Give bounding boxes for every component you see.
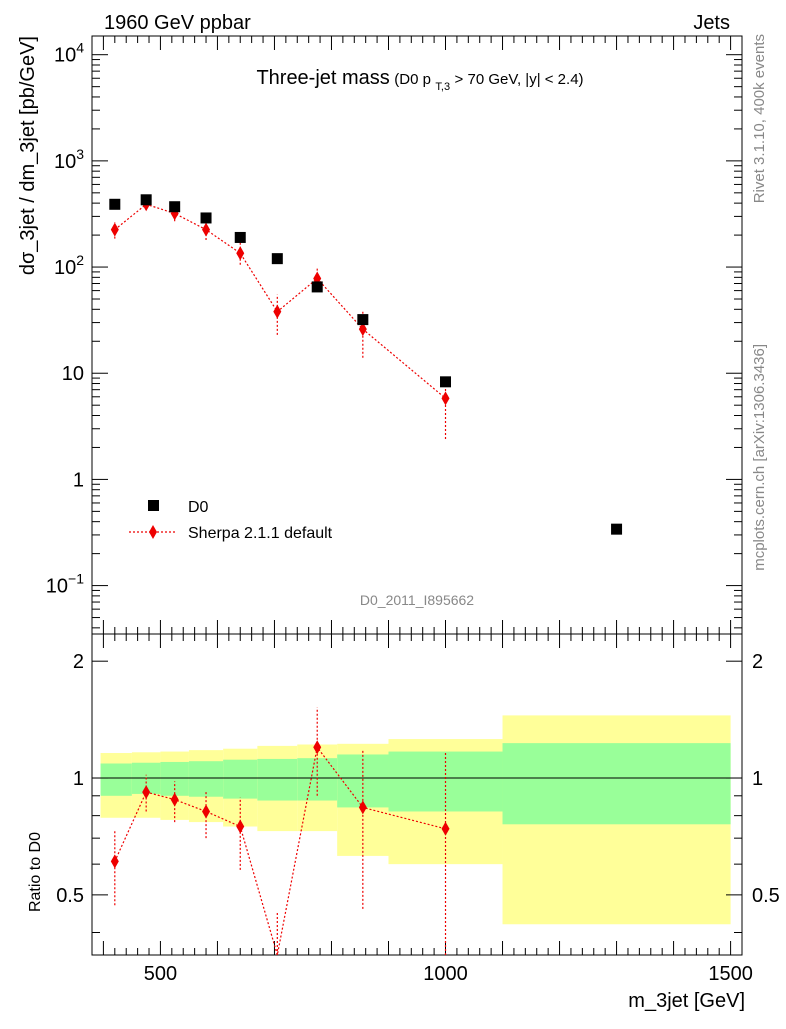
ratio-uncertainty-bands	[100, 715, 731, 925]
band-inner-9	[502, 743, 731, 825]
x-axis-title: m_3jet [GeV]	[628, 990, 745, 1012]
y-tick-label-main: 10	[62, 363, 84, 385]
rivet-version-label: Rivet 3.1.10, 400k events	[751, 34, 768, 203]
mc-main-point	[358, 322, 367, 337]
data-main-point	[169, 201, 181, 213]
band-inner-2	[160, 761, 189, 796]
ratio-panel-frame	[91, 633, 743, 956]
y-tick-label-main: 102	[54, 252, 84, 279]
y-tick-label-main: 1	[73, 469, 84, 491]
main-panel-frame	[91, 35, 743, 635]
band-inner-3	[188, 761, 224, 797]
data-main-point	[611, 523, 623, 535]
y-tick-label-ratio-left: 0.5	[56, 885, 84, 907]
mc-main-point	[273, 304, 282, 319]
data-main-point	[234, 231, 246, 243]
data-main-point	[140, 194, 152, 206]
x-tick-label: 1000	[423, 963, 468, 985]
process-label: Jets	[693, 12, 730, 34]
x-tick-label: 500	[144, 963, 177, 985]
legend-data-marker	[148, 500, 159, 511]
mc-main-point	[441, 391, 450, 406]
mc-ratio-point	[202, 804, 211, 819]
legend-data-label: D0	[188, 499, 209, 516]
mc-ratio-point	[441, 821, 450, 836]
y-tick-label-main: 104	[54, 40, 84, 67]
y-tick-label-main: 10−1	[46, 571, 84, 598]
mc-ratio-point	[313, 740, 322, 755]
plot-title: Three-jet mass (D0 p T,3 > 70 GeV, |y| <…	[256, 67, 583, 94]
y-tick-label-ratio-right: 2	[752, 651, 763, 673]
mc-main-point	[236, 246, 245, 261]
mc-ratio-point	[110, 854, 119, 869]
analysis-id-label: D0_2011_I895662	[360, 592, 474, 608]
band-inner-4	[223, 759, 258, 799]
ratio-y-axis-title: Ratio to D0	[27, 832, 44, 912]
band-inner-0	[100, 763, 132, 796]
mc-main-point	[110, 222, 119, 237]
band-inner-5	[257, 758, 298, 801]
mc-ratio-point	[358, 800, 367, 815]
data-main-point	[200, 212, 212, 224]
mc-ratio-point	[236, 819, 245, 834]
data-marks	[109, 194, 623, 956]
mc-ratio-point	[142, 785, 151, 800]
mc-ratio-point	[170, 792, 179, 807]
data-main-point	[109, 198, 121, 210]
main-y-axis-title: dσ_3jet / dm_3jet [pb/GeV]	[17, 36, 39, 275]
y-tick-label-ratio-left: 1	[73, 768, 84, 790]
title-condition-prefix: (D0 p	[394, 71, 431, 88]
y-tick-label-main: 103	[54, 146, 84, 173]
x-tick-label: 1500	[708, 963, 753, 985]
title-condition-subscript: T,3	[435, 81, 450, 93]
energy-label: 1960 GeV ppbar	[104, 12, 251, 34]
data-main-point	[440, 376, 452, 388]
data-main-point	[357, 314, 369, 326]
legend-mc-marker	[149, 525, 157, 539]
mc-main-line	[114, 203, 446, 399]
data-main-point	[311, 281, 323, 293]
y-tick-label-ratio-right: 1	[752, 768, 763, 790]
legend: D0 Sherpa 2.1.1 default	[129, 499, 333, 542]
legend-mc-label: Sherpa 2.1.1 default	[188, 525, 333, 542]
mcplots-label: mcplots.cern.ch [arXiv:1306.3436]	[751, 344, 768, 571]
title-condition-suffix: > 70 GeV, |y| < 2.4)	[455, 71, 584, 88]
y-tick-label-ratio-left: 2	[73, 651, 84, 673]
mc-main-point	[202, 222, 211, 237]
title-main: Three-jet mass	[256, 67, 389, 89]
data-main-point	[271, 253, 283, 265]
y-tick-label-ratio-right: 0.5	[752, 885, 780, 907]
